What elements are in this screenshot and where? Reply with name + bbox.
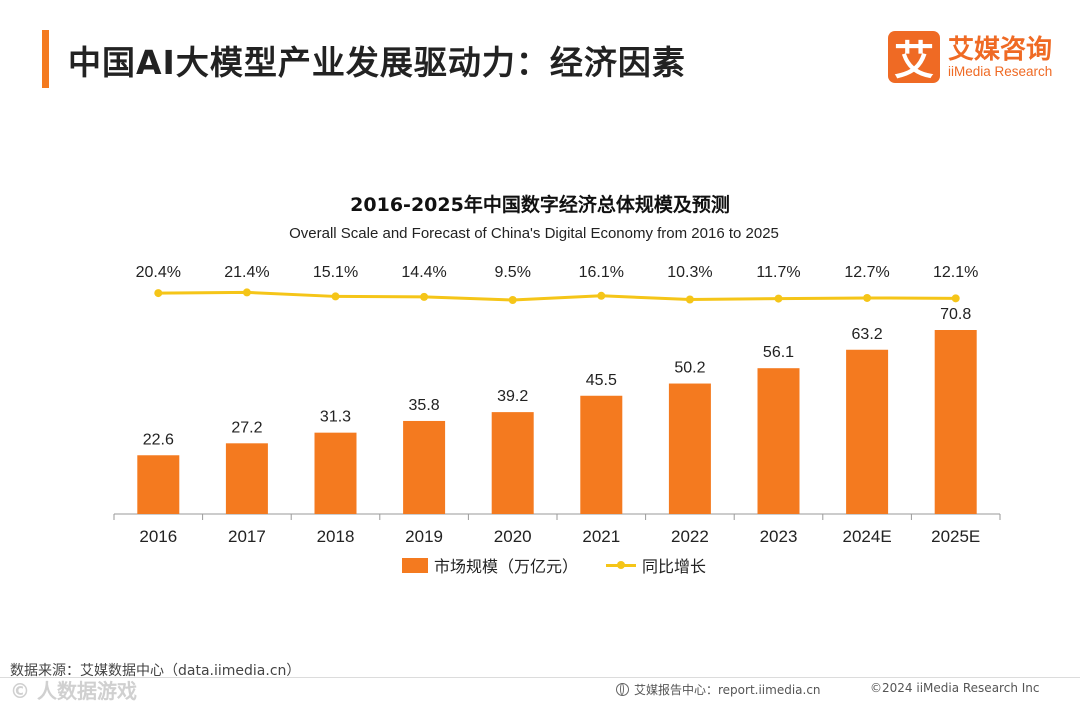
growth-value-label: 16.1% — [579, 264, 624, 281]
chart-legend: 市场规模（万亿元） 同比增长 — [0, 553, 1080, 577]
growth-point — [508, 296, 517, 304]
logo-name-en: iiMedia Research — [948, 64, 1053, 79]
bar-2016 — [137, 455, 180, 514]
title-accent-bar — [42, 30, 49, 88]
growth-value-label: 12.1% — [933, 264, 978, 281]
growth-point — [597, 291, 606, 300]
bar-2022 — [668, 383, 711, 514]
bar-value-label: 70.8 — [940, 306, 971, 323]
bar-value-label: 22.6 — [143, 431, 174, 448]
iimedia-logo: 艾 艾媒咨询 iiMedia Research — [888, 29, 1063, 85]
logo-name-cn: 艾媒咨询 — [948, 35, 1053, 65]
bar-value-label: 63.2 — [852, 326, 883, 343]
growth-point — [154, 289, 163, 298]
legend-item-market-size: 市场规模（万亿元） — [401, 553, 578, 577]
page-title: 中国AI大模型产业发展驱动力：经济因素 — [68, 43, 686, 82]
watermark: © 人数据游戏 — [10, 679, 137, 703]
growth-point — [774, 294, 783, 303]
bar-value-label: 27.2 — [231, 419, 262, 436]
footer-divider — [0, 677, 1080, 678]
growth-value-label: 12.7% — [844, 264, 889, 281]
line-marker-icon — [606, 560, 636, 569]
x-tick-label: 2020 — [494, 527, 532, 546]
bar-2017 — [225, 443, 268, 514]
bar-2021 — [580, 395, 623, 514]
legend-item-growth: 同比增长 — [606, 553, 706, 577]
bar-2019 — [403, 420, 446, 514]
x-tick-label: 2016 — [139, 527, 177, 546]
bar-value-label: 45.5 — [586, 372, 617, 389]
growth-point — [242, 288, 251, 297]
legend-label-growth: 同比增长 — [642, 557, 707, 576]
x-tick-label: 2023 — [760, 527, 798, 546]
report-center-text: 艾媒报告中心：report.iimedia.cn — [634, 683, 821, 697]
x-tick-label: 2019 — [405, 527, 443, 546]
growth-value-label: 15.1% — [313, 264, 358, 281]
growth-point — [863, 293, 872, 302]
bar-value-label: 39.2 — [497, 388, 528, 405]
x-tick-label: 2018 — [317, 527, 355, 546]
x-tick-label: 2022 — [671, 527, 709, 546]
growth-value-label: 9.5% — [494, 264, 530, 281]
growth-point — [685, 295, 694, 304]
bar-value-label: 31.3 — [320, 409, 351, 426]
logo-mark-icon: 艾 — [888, 31, 940, 84]
x-tick-label: 2024E — [843, 527, 892, 546]
bar-2020 — [491, 412, 534, 514]
bar-2018 — [314, 432, 357, 514]
growth-value-label: 11.7% — [756, 264, 800, 281]
globe-icon — [616, 683, 629, 696]
chart-title: 2016-2025年中国数字经济总体规模及预测 — [350, 194, 730, 216]
bar-2025E — [934, 330, 977, 514]
bar-value-label: 35.8 — [409, 397, 440, 414]
growth-value-label: 10.3% — [667, 264, 712, 281]
growth-point — [331, 292, 340, 301]
bar-value-label: 56.1 — [763, 344, 794, 361]
data-source: 数据来源：艾媒数据中心（data.iimedia.cn） — [10, 663, 301, 679]
footer-copyright: ©2024 iiMedia Research Inc — [870, 681, 1040, 695]
bar-2023 — [757, 368, 800, 514]
growth-point — [420, 292, 429, 301]
growth-value-label: 14.4% — [401, 264, 446, 281]
x-tick-label: 2025E — [931, 527, 980, 546]
growth-value-label: 21.4% — [224, 264, 269, 281]
growth-value-label: 20.4% — [136, 264, 181, 281]
growth-point — [951, 294, 960, 303]
bar-2024E — [846, 349, 889, 514]
x-tick-label: 2021 — [582, 527, 620, 546]
legend-label-market-size: 市场规模（万亿元） — [433, 557, 578, 576]
chart-subtitle: Overall Scale and Forecast of China's Di… — [289, 225, 779, 242]
bar-swatch-icon — [401, 557, 428, 573]
bar-value-label: 50.2 — [674, 360, 705, 377]
growth-line — [158, 290, 956, 302]
x-tick-label: 2017 — [228, 527, 266, 546]
footer-report-center: 艾媒报告中心：report.iimedia.cn — [616, 681, 821, 698]
